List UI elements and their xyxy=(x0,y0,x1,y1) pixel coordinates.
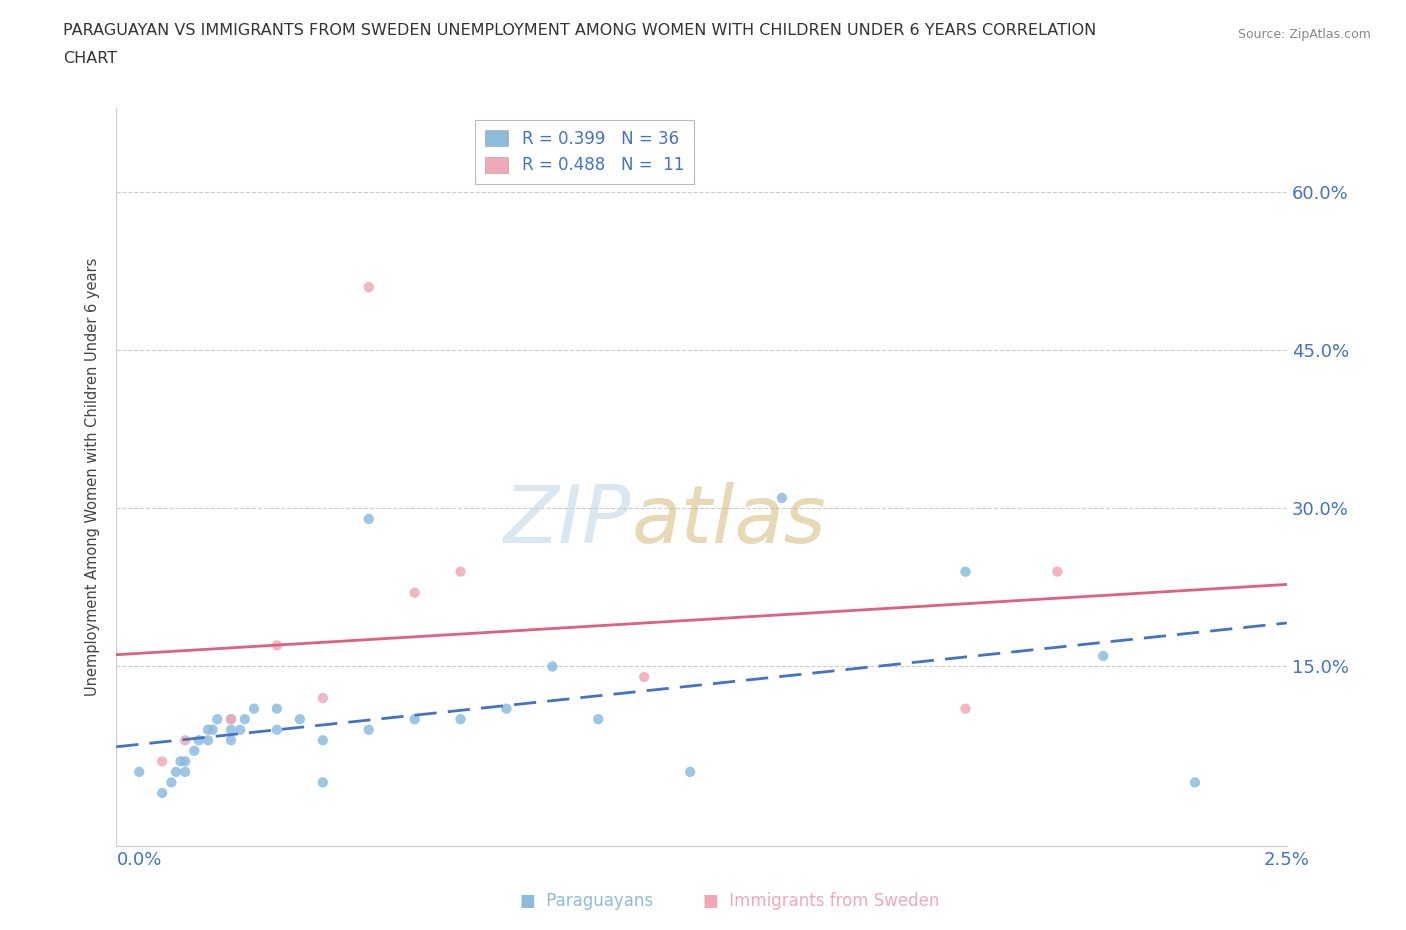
Point xyxy=(404,711,426,726)
Text: atlas: atlas xyxy=(631,482,827,560)
Point xyxy=(357,280,380,295)
Text: PARAGUAYAN VS IMMIGRANTS FROM SWEDEN UNEMPLOYMENT AMONG WOMEN WITH CHILDREN UNDE: PARAGUAYAN VS IMMIGRANTS FROM SWEDEN UNE… xyxy=(63,23,1097,38)
Point xyxy=(229,723,252,737)
Point xyxy=(174,733,197,748)
Point xyxy=(266,701,288,716)
Point xyxy=(955,565,977,579)
Point xyxy=(679,764,702,779)
Point xyxy=(174,764,197,779)
Point xyxy=(219,711,242,726)
Text: ZIP: ZIP xyxy=(503,482,631,560)
Point xyxy=(183,743,205,758)
Point xyxy=(233,711,256,726)
Point xyxy=(312,775,335,790)
Point xyxy=(187,733,209,748)
Point xyxy=(495,701,517,716)
Point xyxy=(207,711,229,726)
Point xyxy=(312,691,335,706)
Point xyxy=(312,733,335,748)
Point xyxy=(450,711,472,726)
Point xyxy=(128,764,150,779)
Point xyxy=(541,659,564,674)
Point xyxy=(450,565,472,579)
Point xyxy=(160,775,183,790)
Point xyxy=(201,723,224,737)
Point xyxy=(266,638,288,653)
Point xyxy=(1046,565,1069,579)
Point xyxy=(197,733,219,748)
Point xyxy=(150,786,173,801)
Point xyxy=(357,512,380,526)
Point xyxy=(219,733,242,748)
Point xyxy=(955,701,977,716)
Point xyxy=(633,670,655,684)
Point xyxy=(169,754,191,769)
Point xyxy=(357,723,380,737)
Point xyxy=(243,701,266,716)
Point xyxy=(165,764,187,779)
Text: ■  Paraguayans: ■ Paraguayans xyxy=(520,892,654,910)
Text: CHART: CHART xyxy=(63,51,117,66)
Point xyxy=(150,754,173,769)
Point xyxy=(288,711,311,726)
Point xyxy=(174,754,197,769)
Legend: R = 0.399   N = 36, R = 0.488   N =  11: R = 0.399 N = 36, R = 0.488 N = 11 xyxy=(475,120,695,184)
Y-axis label: Unemployment Among Women with Children Under 6 years: Unemployment Among Women with Children U… xyxy=(86,258,100,696)
Point xyxy=(1092,648,1115,663)
Point xyxy=(197,723,219,737)
Point xyxy=(219,711,242,726)
Point xyxy=(770,490,793,505)
Point xyxy=(219,723,242,737)
Point xyxy=(588,711,610,726)
Text: Source: ZipAtlas.com: Source: ZipAtlas.com xyxy=(1237,28,1371,41)
Point xyxy=(266,723,288,737)
Point xyxy=(404,585,426,600)
Text: ■  Immigrants from Sweden: ■ Immigrants from Sweden xyxy=(703,892,939,910)
Point xyxy=(1184,775,1206,790)
